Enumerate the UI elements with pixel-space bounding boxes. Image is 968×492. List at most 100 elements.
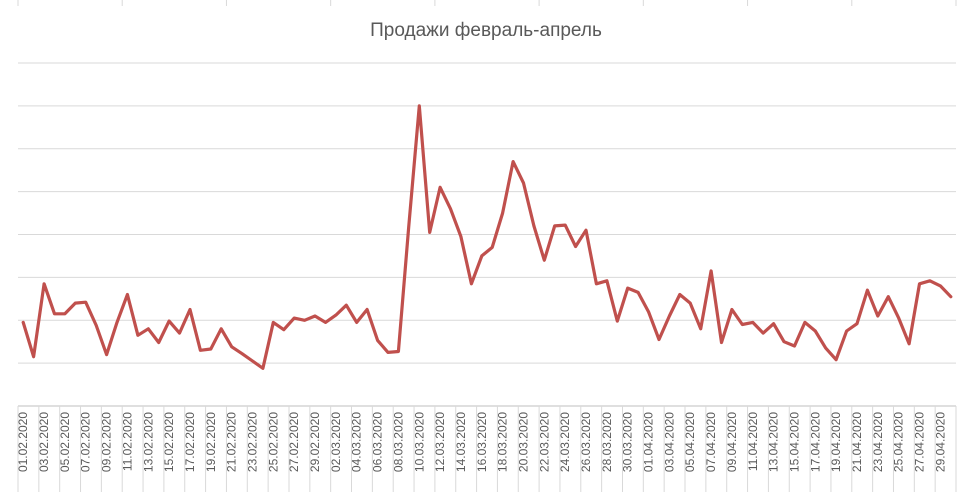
x-tick-label: 17.02.2020 bbox=[183, 412, 197, 472]
data-point bbox=[22, 321, 25, 324]
data-point bbox=[303, 319, 306, 322]
data-point bbox=[178, 331, 181, 335]
x-tick-label: 20.03.2020 bbox=[516, 412, 530, 472]
data-point bbox=[720, 341, 723, 344]
data-point bbox=[876, 314, 879, 318]
data-point bbox=[907, 342, 911, 345]
data-point bbox=[345, 304, 348, 307]
data-point bbox=[282, 328, 285, 331]
data-point bbox=[418, 104, 421, 108]
data-point bbox=[188, 308, 192, 311]
data-point bbox=[803, 321, 807, 324]
data-point bbox=[220, 327, 223, 330]
x-tick-label: 19.04.2020 bbox=[829, 412, 843, 472]
data-point bbox=[574, 245, 577, 248]
x-tick-label: 27.04.2020 bbox=[913, 412, 927, 472]
data-point bbox=[553, 224, 556, 228]
data-point bbox=[647, 310, 650, 313]
data-point bbox=[584, 229, 588, 232]
data-point bbox=[887, 295, 890, 298]
x-tick-label: 29.04.2020 bbox=[933, 412, 947, 472]
x-tick-label: 21.02.2020 bbox=[225, 412, 239, 472]
data-point bbox=[126, 293, 129, 296]
x-tick-label: 03.04.2020 bbox=[662, 412, 676, 472]
x-tick-label: 25.04.2020 bbox=[892, 412, 906, 472]
x-tick-label: 07.04.2020 bbox=[704, 412, 718, 472]
x-tick-label: 25.02.2020 bbox=[266, 412, 280, 472]
x-tick-label: 12.03.2020 bbox=[433, 412, 447, 472]
data-point bbox=[824, 346, 827, 350]
x-tick-label: 23.02.2020 bbox=[246, 412, 260, 472]
data-point bbox=[897, 316, 900, 320]
x-tick-labels: 01.02.2020 03.02.2020 05.02.2020 07.02.2020… bbox=[16, 412, 947, 472]
x-tick-label: 16.03.2020 bbox=[475, 412, 489, 472]
data-point bbox=[834, 358, 838, 361]
data-point bbox=[543, 259, 546, 262]
x-axis bbox=[17, 0, 957, 492]
x-tick-label: 29.02.2020 bbox=[308, 412, 322, 472]
data-point bbox=[324, 321, 327, 324]
data-point bbox=[53, 312, 56, 315]
data-point bbox=[616, 319, 619, 323]
x-tick-label: 30.03.2020 bbox=[621, 412, 635, 472]
data-point bbox=[157, 341, 160, 344]
data-point bbox=[95, 324, 98, 327]
data-point bbox=[762, 331, 765, 335]
data-point bbox=[355, 321, 358, 324]
x-tick-label: 19.02.2020 bbox=[204, 412, 218, 472]
series-line bbox=[21, 104, 953, 370]
data-point bbox=[334, 313, 338, 317]
x-tick-label: 15.04.2020 bbox=[787, 412, 801, 472]
data-point bbox=[84, 301, 87, 304]
x-tick-label: 22.03.2020 bbox=[537, 412, 551, 472]
x-tick-label: 15.02.2020 bbox=[162, 412, 176, 472]
x-tick-label: 26.03.2020 bbox=[579, 412, 593, 472]
x-tick-label: 11.04.2020 bbox=[746, 412, 760, 471]
x-tick-label: 01.04.2020 bbox=[642, 412, 656, 472]
data-point bbox=[293, 316, 296, 320]
x-tick-label: 09.02.2020 bbox=[100, 412, 114, 472]
data-point bbox=[605, 279, 609, 282]
x-tick-label: 21.04.2020 bbox=[850, 412, 864, 472]
x-tick-label: 08.03.2020 bbox=[391, 412, 405, 472]
data-point bbox=[793, 344, 796, 348]
data-point bbox=[147, 327, 150, 330]
data-point bbox=[814, 329, 817, 333]
data-point bbox=[449, 207, 452, 210]
data-point bbox=[657, 338, 661, 341]
x-tick-label: 02.03.2020 bbox=[329, 412, 343, 472]
data-point bbox=[564, 223, 567, 227]
x-tick-label: 18.03.2020 bbox=[496, 412, 510, 472]
x-tick-label: 09.04.2020 bbox=[725, 412, 739, 472]
x-tick-label: 13.02.2020 bbox=[141, 412, 155, 472]
data-point bbox=[251, 359, 254, 363]
data-point bbox=[949, 295, 952, 298]
data-point bbox=[668, 314, 671, 318]
data-point bbox=[240, 352, 244, 355]
data-point bbox=[199, 349, 202, 352]
x-tick-label: 11.02.2020 bbox=[120, 412, 134, 471]
data-point bbox=[470, 282, 473, 285]
data-point bbox=[866, 289, 869, 292]
data-point bbox=[136, 334, 140, 337]
data-point bbox=[272, 321, 275, 324]
data-point bbox=[689, 301, 692, 305]
data-point bbox=[313, 314, 317, 318]
x-tick-label: 05.04.2020 bbox=[683, 412, 697, 472]
x-tick-label: 01.02.2020 bbox=[16, 412, 30, 472]
series-layer bbox=[21, 104, 953, 370]
x-tick-label: 07.02.2020 bbox=[79, 412, 93, 472]
x-tick-label: 13.04.2020 bbox=[767, 412, 781, 472]
x-tick-label: 04.03.2020 bbox=[350, 412, 364, 472]
data-point bbox=[491, 246, 494, 249]
data-point bbox=[459, 235, 463, 238]
data-point bbox=[532, 224, 536, 228]
data-point bbox=[699, 327, 702, 330]
chart-title: Продажи февраль-апрель bbox=[370, 20, 602, 41]
data-point bbox=[772, 322, 775, 325]
data-point bbox=[741, 323, 744, 326]
data-point bbox=[636, 291, 640, 294]
gridlines bbox=[18, 62, 956, 364]
data-point bbox=[230, 345, 233, 348]
data-point bbox=[928, 279, 932, 282]
